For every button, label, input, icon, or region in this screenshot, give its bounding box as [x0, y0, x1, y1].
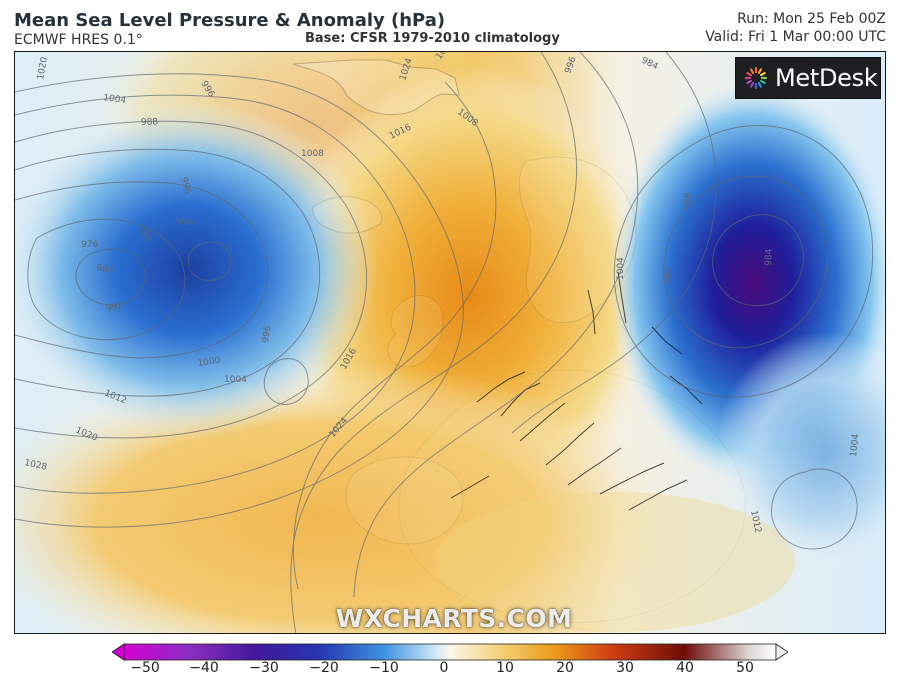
isobar-label: 1020: [36, 56, 50, 81]
pressure-anomaly-map: 1020 996 1004 988 1012 1008 1016 1024 10…: [14, 51, 886, 634]
metdesk-logo-text: MetDesk: [775, 64, 878, 92]
isobar-label: 1028: [23, 458, 48, 473]
isobar-label: 992: [663, 266, 675, 284]
colorbar-tick-label: 30: [616, 660, 634, 676]
isobar-label: 988: [141, 117, 159, 128]
british-isles-landmass: [387, 295, 444, 368]
colorbar-tick-label: −10: [369, 660, 399, 676]
isobar-label: 1004: [849, 433, 861, 457]
isobar-label: 1004: [103, 93, 127, 106]
map-svg: 1020 996 1004 988 1012 1008 1016 1024 10…: [15, 52, 885, 633]
anomaly-colorbar: [112, 643, 788, 661]
isobar-label: 1000: [197, 356, 221, 369]
valid-time: Valid: Fri 1 Mar 00:00 UTC: [705, 29, 886, 45]
chart-header-left: Mean Sea Level Pressure & Anomaly (hPa) …: [14, 10, 445, 49]
colorbar-tick-label: −20: [309, 660, 339, 676]
metdesk-logo-icon: [744, 66, 768, 90]
european-mainland: [398, 369, 746, 623]
isobar-label: 996: [178, 176, 192, 196]
scandinavia-landmass: [518, 156, 637, 324]
colorbar-tick-label: −50: [130, 660, 160, 676]
isobar-label: 1012: [434, 52, 456, 62]
iberia-landmass: [345, 456, 464, 545]
colorbar-tick-label: −30: [249, 660, 279, 676]
colorbar-tick-label: −40: [189, 660, 219, 676]
isobar-label: 1012: [748, 510, 763, 534]
chart-title: Mean Sea Level Pressure & Anomaly (hPa): [14, 10, 446, 31]
isobar-label: 976: [176, 218, 193, 228]
isobar-label: 1004: [224, 375, 247, 385]
metdesk-logo: MetDesk: [735, 57, 881, 99]
isobar-lines: [15, 52, 874, 633]
climatology-base: Base: CFSR 1979-2010 climatology: [305, 31, 560, 46]
political-borders: [450, 271, 703, 511]
colorbar-tick-label: 0: [439, 660, 449, 676]
isobar-label: 984: [764, 248, 775, 266]
chart-header-right: Run: Mon 25 Feb 00Z Valid: Fri 1 Mar 00:…: [705, 10, 886, 46]
isobar-label: 996: [261, 325, 273, 344]
run-time: Run: Mon 25 Feb 00Z: [737, 11, 886, 27]
colorbar-tick-label: 50: [736, 660, 754, 676]
colorbar-tick-label: 20: [556, 660, 574, 676]
isobar-label: 988: [683, 192, 694, 210]
isobar-label: 976: [81, 240, 98, 250]
colorbar-tick-label: 40: [676, 660, 694, 676]
colorbar-tick-label: 10: [496, 660, 514, 676]
isobar-label: 992: [105, 301, 124, 315]
isobar-label: 984: [95, 263, 114, 276]
model-name: ECMWF HRES 0.1°: [14, 32, 143, 48]
isobar-label: 1004: [616, 257, 626, 280]
coastlines: [292, 59, 746, 623]
iceland-landmass: [312, 196, 383, 234]
isobar-label: 1008: [301, 149, 324, 159]
greenland-landmass: [292, 59, 460, 116]
site-watermark: WXCHARTS.COM: [335, 604, 573, 633]
